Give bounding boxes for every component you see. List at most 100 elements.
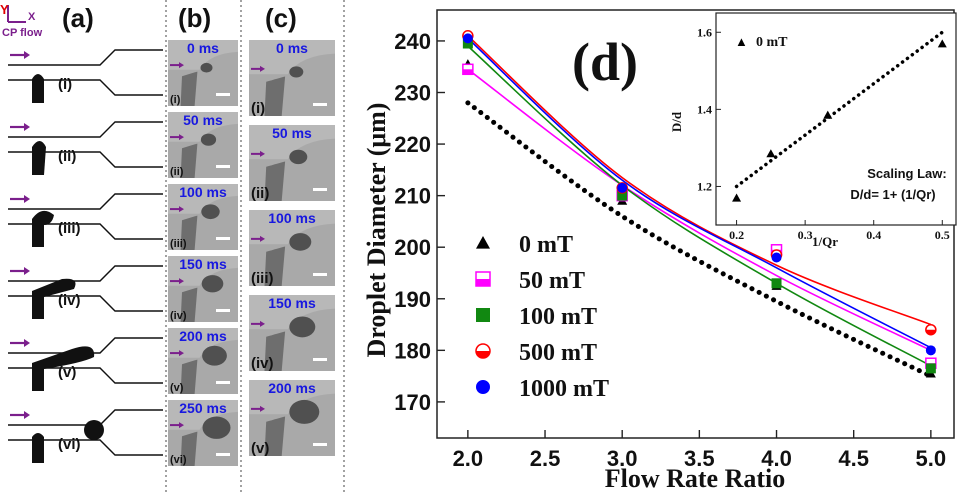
panel-d-chart: 2.0 2.5 3.0 3.5 4.0 4.5 5.0 170 180 190 200 210 220 2… (362, 9, 955, 493)
inset-y-tick-label: 1.6 (697, 25, 712, 39)
frame-step-label: (vi) (170, 454, 187, 466)
y-tick-label: 220 (394, 132, 431, 157)
droplet-blob (289, 316, 316, 338)
channel-top-wall (8, 265, 163, 282)
flow-arrowhead-icon (24, 123, 30, 131)
frame-time-label: 250 ms (179, 400, 227, 416)
frame-time-label: 0 ms (187, 40, 219, 56)
data-point (617, 190, 628, 201)
data-point (476, 236, 490, 249)
flow-arrowhead-icon (179, 206, 184, 213)
data-point (925, 363, 936, 374)
inset-x-tick-label: 0.3 (798, 228, 813, 242)
video-frame: 200 ms (v) (249, 380, 335, 457)
channel-region (249, 40, 335, 75)
frame-time-label: 50 ms (183, 112, 223, 128)
stage-label: (ii) (58, 148, 76, 165)
channel-top-wall (8, 121, 163, 138)
inset-data-point (937, 39, 947, 48)
droplet-blob (202, 345, 227, 366)
inset-y-axis-title: D/d (669, 111, 684, 132)
frame-step-label: (ii) (251, 185, 269, 202)
scale-bar (216, 237, 230, 240)
video-frame: 100 ms (iii) (249, 210, 335, 287)
data-point (462, 38, 473, 49)
stage-label: (i) (58, 76, 72, 93)
inset-data-point (766, 149, 776, 158)
axis-x-label: X (28, 11, 36, 23)
video-frame: 50 ms (ii) (168, 112, 238, 178)
channel-bottom-wall (8, 439, 163, 456)
y-tick-label: 210 (394, 184, 431, 209)
channel-top-wall (8, 49, 163, 66)
channel-region (168, 400, 238, 430)
x-tick-label: 5.0 (916, 446, 947, 471)
frame-time-label: 50 ms (272, 125, 312, 141)
x-tick-label: 4.0 (761, 446, 792, 471)
frame-step-label: (v) (170, 382, 184, 394)
needle-shape (264, 246, 286, 286)
channel-region (249, 125, 335, 160)
droplet-blob (202, 416, 231, 439)
data-point-fill (462, 69, 473, 75)
x-tick-label: 3.0 (607, 446, 638, 471)
inset-data-point (823, 110, 833, 119)
panel-c: (c) 0 ms (i) 50 ms (ii) 100 ms (iii) 150 ms (iv… (249, 3, 335, 457)
scale-bar (216, 309, 230, 312)
flow-arrowhead-icon (179, 350, 184, 357)
frame-time-label: 150 ms (179, 256, 227, 272)
frame-time-label: 200 ms (268, 380, 316, 396)
data-point (476, 308, 490, 322)
needle-shape (180, 215, 198, 250)
inset-legend-label: 0 mT (756, 35, 788, 50)
channel-top-wall (8, 193, 163, 210)
fit-curve (467, 45, 932, 367)
channel-region (168, 184, 238, 214)
flow-arrowhead-icon (179, 422, 184, 429)
data-point (771, 278, 782, 289)
legend-label: 1000 mT (519, 376, 609, 402)
data-point (925, 345, 936, 356)
x-axis-title: Flow Rate Ratio (605, 464, 786, 493)
y-tick-label: 180 (394, 338, 431, 363)
legend: 0 mT 50 mT 100 mT 500 mT 1000 mT (475, 232, 609, 402)
x-tick-label: 4.5 (838, 446, 869, 471)
flow-arrowhead-icon (179, 278, 184, 285)
video-frame: 100 ms (iii) (168, 184, 238, 250)
frame-step-label: (v) (251, 440, 269, 457)
scale-bar (313, 188, 327, 191)
droplet-blob (200, 133, 217, 146)
legend-label: 500 mT (519, 340, 597, 366)
inset-y-tick-label: 1.4 (697, 102, 712, 116)
frame-time-label: 100 ms (268, 210, 316, 226)
channel-bottom-wall (8, 79, 163, 96)
panel-d-label: (d) (572, 32, 638, 92)
inset-frame (715, 12, 957, 226)
scale-bar (216, 93, 230, 96)
panel-c-label: (c) (265, 3, 297, 33)
video-frame: 200 ms (v) (168, 328, 238, 394)
data-point-fill (925, 329, 936, 335)
channel-top-wall (8, 409, 163, 426)
data-point (617, 182, 628, 193)
droplet-blob (289, 233, 312, 251)
inset-legend-marker: ▲ (735, 34, 748, 49)
cp-flow-label: CP flow (2, 27, 43, 39)
flow-arrowhead-icon (179, 62, 184, 69)
droplet-blob (200, 62, 213, 73)
needle-shape (264, 76, 286, 116)
panel-a: Y X CP flow (a) (i) (ii) (iii) (iv) (v) (vi) (0, 2, 163, 463)
schematic-stage: (v) (8, 337, 163, 391)
inset-fit-line (734, 30, 945, 189)
y-tick-label: 170 (394, 390, 431, 415)
frame-time-label: 100 ms (179, 184, 227, 200)
fit-curve (467, 37, 932, 349)
legend-entry: 1000 mT (476, 376, 609, 402)
legend-entry: 100 mT (476, 304, 597, 330)
channel-region (168, 328, 238, 358)
droplet-blob (289, 399, 320, 424)
droplet-blob (201, 204, 220, 220)
flow-arrowhead-icon (24, 411, 30, 419)
flow-arrowhead-icon (24, 195, 30, 203)
